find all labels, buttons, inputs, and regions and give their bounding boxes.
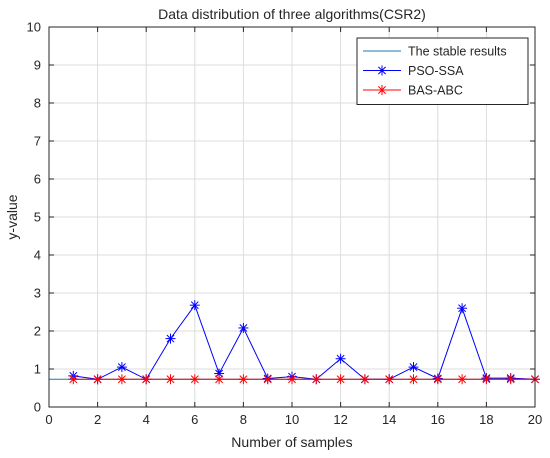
marker-stroke <box>166 334 175 343</box>
x-tick-label: 6 <box>191 412 198 427</box>
marker-stroke <box>482 375 491 384</box>
marker-stroke <box>215 375 224 384</box>
data-point <box>457 303 468 314</box>
x-tick-label: 20 <box>528 412 542 427</box>
data-point <box>408 374 419 385</box>
marker-stroke <box>378 66 386 75</box>
marker-stroke <box>409 363 418 372</box>
x-tick-label: 12 <box>333 412 347 427</box>
series-line <box>73 304 536 380</box>
x-tick-label: 2 <box>94 412 101 427</box>
marker-stroke <box>336 354 345 363</box>
y-tick-label: 5 <box>34 210 41 225</box>
data-point <box>359 374 370 385</box>
chart-title: Data distribution of three algorithms(CS… <box>158 6 426 22</box>
marker-stroke <box>263 375 272 384</box>
data-point <box>311 374 322 385</box>
legend-label: The stable results <box>408 45 507 59</box>
legend: The stable results PSO-SSA BAS-ABC <box>356 37 529 105</box>
data-point <box>165 333 176 344</box>
marker-stroke <box>239 324 248 332</box>
marker-stroke <box>506 375 515 384</box>
data-point <box>432 374 443 385</box>
marker-stroke <box>117 375 126 384</box>
x-tick-label: 14 <box>382 412 396 427</box>
legend-item: PSO-SSA <box>363 64 464 78</box>
marker-stroke <box>385 375 394 384</box>
data-point <box>377 65 387 76</box>
marker-stroke <box>215 369 224 378</box>
x-axis-label: Number of samples <box>231 434 352 450</box>
y-tick-label: 2 <box>34 324 41 339</box>
marker-stroke <box>288 375 296 384</box>
data-point <box>408 362 419 373</box>
data-point <box>189 374 200 385</box>
data-point <box>92 374 103 385</box>
marker-stroke <box>190 375 199 384</box>
marker-stroke <box>378 86 386 94</box>
y-tick-label: 8 <box>34 96 41 111</box>
data-point <box>189 300 200 311</box>
y-tick-label: 4 <box>34 248 41 263</box>
marker-stroke <box>409 375 418 384</box>
series-layer <box>49 300 540 385</box>
y-tick-label: 7 <box>34 134 41 149</box>
data-point <box>377 85 387 95</box>
marker-stroke <box>312 375 321 384</box>
marker-stroke <box>458 304 467 313</box>
legend-item: BAS-ABC <box>363 84 463 98</box>
marker-stroke <box>360 375 369 384</box>
data-point <box>262 374 273 385</box>
marker-stroke <box>93 375 102 384</box>
legend-label: BAS-ABC <box>408 84 463 98</box>
legend-item: The stable results <box>363 45 507 59</box>
legend-label: PSO-SSA <box>408 64 464 78</box>
data-point <box>457 374 468 385</box>
data-point <box>68 374 79 385</box>
y-tick-label: 6 <box>34 172 41 187</box>
y-tick-label: 3 <box>34 286 41 301</box>
data-point <box>505 374 516 385</box>
marker-stroke <box>69 375 78 384</box>
marker-stroke <box>190 301 199 310</box>
data-point <box>238 374 249 385</box>
y-tick-label: 10 <box>27 20 41 35</box>
y-axis-label: y-value <box>4 194 20 239</box>
x-tick-label: 0 <box>45 412 52 427</box>
data-point <box>238 322 249 333</box>
x-tick-label: 8 <box>240 412 247 427</box>
data-point <box>116 374 127 385</box>
y-tick-label: 1 <box>34 362 41 377</box>
data-point <box>116 362 127 373</box>
data-point <box>481 374 492 385</box>
x-tick-label: 4 <box>143 412 150 427</box>
marker-stroke <box>166 375 175 384</box>
data-point <box>165 374 176 385</box>
marker-stroke <box>433 375 442 384</box>
x-tick-label: 16 <box>431 412 445 427</box>
marker-stroke <box>336 375 345 384</box>
x-tick-label: 10 <box>285 412 299 427</box>
x-tick-label: 18 <box>479 412 493 427</box>
data-point <box>141 374 152 385</box>
data-point <box>214 374 225 385</box>
marker-stroke <box>142 375 151 384</box>
data-point <box>287 374 297 385</box>
y-tick-label: 0 <box>34 400 41 415</box>
data-point <box>335 374 346 385</box>
marker-stroke <box>458 375 467 384</box>
series-2 <box>68 374 540 385</box>
marker-stroke <box>117 363 126 372</box>
marker-stroke <box>239 375 248 384</box>
data-point <box>335 353 346 364</box>
data-point <box>384 374 395 385</box>
y-tick-label: 9 <box>34 58 41 73</box>
